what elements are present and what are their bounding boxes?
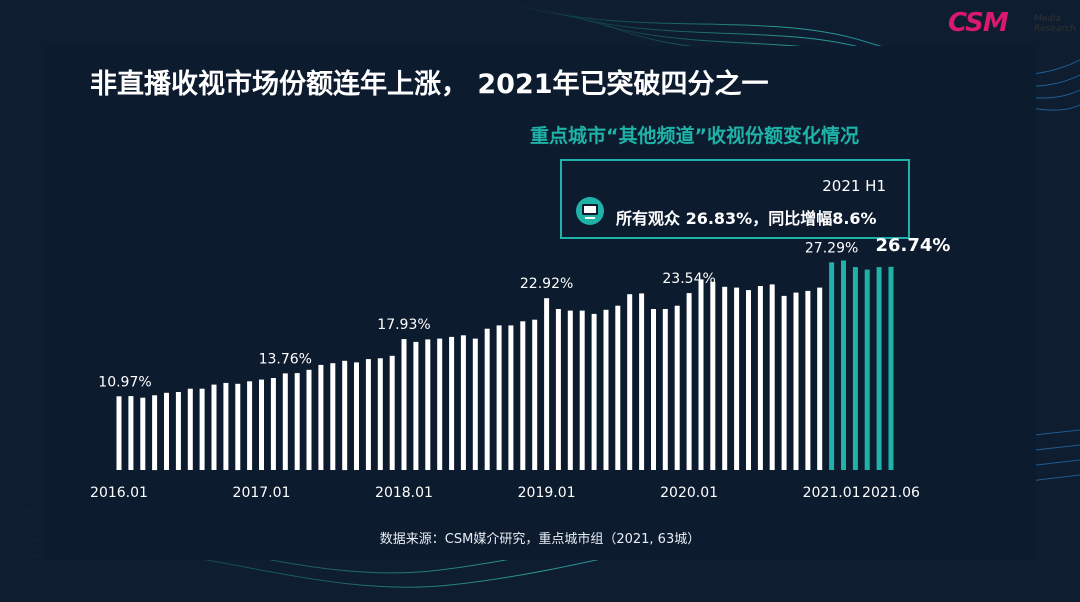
- bar-2018.02: [413, 341, 419, 470]
- data-label: 10.97%: [98, 374, 151, 390]
- bar-2016.03: [140, 397, 146, 470]
- bar-2018.12: [532, 319, 538, 470]
- bar-2016.09: [211, 384, 217, 470]
- bar-2016.05: [164, 392, 169, 470]
- bar-2020.08: [769, 284, 775, 470]
- bar-2019.03: [567, 310, 573, 470]
- content-panel: [44, 46, 1036, 560]
- bar-2016.10: [223, 382, 229, 470]
- bar-2018.01: [401, 339, 407, 470]
- bar-2019.05: [591, 313, 597, 470]
- bar-2016.08: [199, 388, 205, 470]
- bar-2017.10: [365, 359, 371, 470]
- bar-2017.05: [306, 369, 312, 470]
- bar-2020.10: [793, 292, 799, 470]
- bar-2016.01: [116, 396, 122, 470]
- bar-2017.11: [377, 358, 383, 470]
- bar-2019.08: [627, 294, 633, 470]
- csm-logo: CSM Media Research: [948, 8, 1076, 40]
- bar-2020.07: [757, 286, 763, 470]
- bar-2021.02: [841, 260, 846, 470]
- data-label: 26.74%: [876, 235, 951, 256]
- highlight-callout: 2021 H1 所有观众 26.83%，同比增幅8.6%: [560, 159, 910, 239]
- bar-2020.09: [781, 295, 787, 470]
- x-tick-label: 2021.01: [803, 485, 861, 501]
- bar-2017.09: [354, 362, 359, 470]
- bar-2017.06: [318, 364, 324, 470]
- bar-2017.08: [342, 360, 348, 471]
- bar-2018.06: [460, 335, 466, 470]
- bar-2019.04: [579, 310, 585, 470]
- bar-2021.01: [829, 262, 835, 470]
- bar-2018.05: [449, 336, 455, 470]
- bar-2021.06: [888, 266, 894, 470]
- bar-2016.12: [247, 381, 253, 470]
- bar-2019.10: [651, 309, 656, 470]
- bar-2020.12: [817, 287, 823, 470]
- bar-2019.09: [639, 293, 645, 470]
- bar-2018.04: [437, 338, 443, 470]
- x-tick-label: 2018.01: [375, 485, 433, 501]
- bar-2021.05: [876, 267, 882, 470]
- bar-2016.11: [235, 383, 241, 471]
- logo-text: CSM: [948, 8, 1009, 38]
- bar-2016.04: [152, 395, 158, 471]
- bar-2020.11: [805, 290, 811, 470]
- data-label: 17.93%: [377, 317, 430, 333]
- bar-2019.12: [674, 305, 680, 470]
- data-label: 27.29%: [805, 240, 858, 256]
- tv-audience-icon: [576, 197, 604, 225]
- bar-2019.11: [662, 309, 668, 470]
- callout-text: 所有观众 26.83%，同比增幅8.6%: [616, 209, 877, 228]
- bar-2019.02: [555, 309, 561, 470]
- bar-2017.03: [282, 373, 288, 470]
- x-tick-label: 2016.01: [90, 485, 148, 501]
- bar-2017.04: [294, 373, 300, 470]
- bar-2017.02: [270, 378, 276, 470]
- logo-sub-research: Research: [1034, 24, 1076, 34]
- source-note: 数据来源：CSM媒介研究，重点城市组（2021, 63城）: [379, 532, 701, 547]
- bar-2020.02: [698, 279, 704, 470]
- bar-2018.03: [425, 339, 431, 470]
- bar-2016.07: [187, 388, 193, 470]
- bar-2020.03: [710, 281, 716, 470]
- bar-2018.07: [472, 338, 478, 470]
- bar-2018.09: [496, 325, 502, 470]
- x-tick-label: 2019.01: [518, 485, 576, 501]
- data-label: 13.76%: [259, 351, 312, 367]
- bar-2020.05: [734, 287, 740, 470]
- x-tick-label: 2020.01: [660, 485, 718, 501]
- bar-2020.01: [686, 293, 692, 470]
- bar-2021.04: [864, 269, 870, 470]
- bar-2019.07: [615, 305, 621, 470]
- bar-2016.06: [175, 392, 181, 470]
- logo-sub-media: Media: [1034, 14, 1062, 24]
- bar-2017.01: [259, 379, 264, 470]
- logo-subtext: Media Research: [1034, 14, 1080, 34]
- bar-2017.07: [330, 363, 336, 470]
- bar-2019.06: [603, 309, 609, 470]
- bar-2021.03: [852, 267, 858, 470]
- bar-2018.08: [484, 328, 490, 470]
- x-tick-label: 2017.01: [233, 485, 291, 501]
- x-tick-label: 2021.06: [862, 485, 920, 501]
- chart-title: 重点城市“其他频道”收视份额变化情况: [530, 125, 859, 147]
- bar-2017.12: [389, 355, 395, 470]
- callout-period: 2021 H1: [822, 177, 886, 195]
- bar-2018.11: [520, 321, 526, 470]
- bar-2018.10: [508, 325, 514, 470]
- slide-title: 非直播收视市场份额连年上涨， 2021年已突破四分之一: [90, 69, 769, 100]
- bar-2020.04: [722, 286, 728, 470]
- bar-2019.01: [544, 298, 550, 470]
- bar-2016.02: [128, 396, 134, 470]
- data-label: 23.54%: [662, 271, 715, 287]
- bar-2020.06: [746, 290, 751, 470]
- data-label: 22.92%: [520, 276, 573, 292]
